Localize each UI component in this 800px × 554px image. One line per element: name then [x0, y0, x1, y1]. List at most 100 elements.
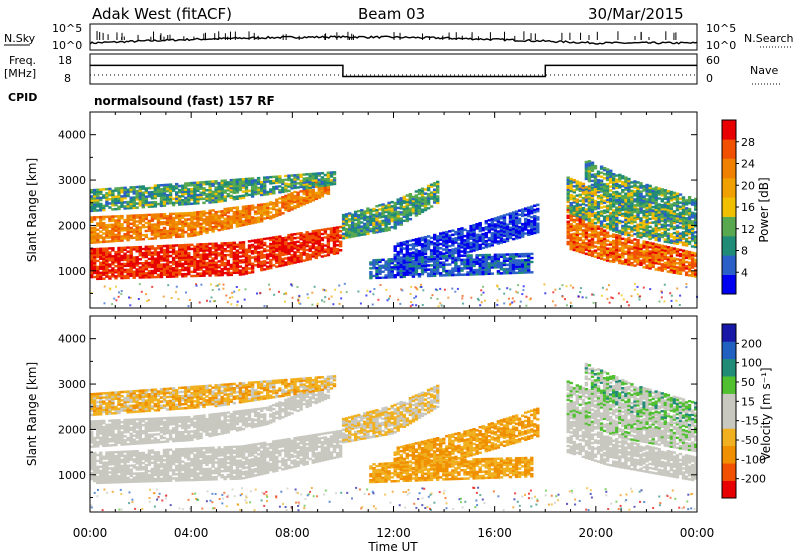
heatmap-cell	[593, 191, 598, 195]
heatmap-cell	[675, 270, 680, 273]
heatmap-cell	[624, 212, 628, 215]
heatmap-cell	[99, 192, 103, 195]
heatmap-cell	[263, 243, 267, 247]
heatmap-cell	[190, 220, 194, 223]
heatmap-cell	[111, 229, 115, 233]
heatmap-cell	[308, 192, 312, 195]
heatmap-cell	[193, 200, 197, 203]
heatmap-cell	[193, 234, 197, 237]
heatmap-cell	[144, 235, 148, 239]
heatmap-cell	[360, 225, 364, 228]
heatmap-cell	[457, 267, 461, 270]
heatmap-cell	[402, 209, 406, 213]
heatmap-cell	[247, 267, 252, 270]
heatmap-cell	[135, 250, 139, 253]
heatmap-cell	[609, 201, 613, 205]
heatmap-cell	[581, 213, 586, 216]
station-title: Adak West (fitACF)	[92, 5, 232, 23]
heatmap-cell	[114, 199, 118, 203]
heatmap-cell	[572, 189, 576, 192]
heatmap-cell	[457, 265, 461, 268]
heatmap-cell	[108, 231, 112, 235]
heatmap-cell	[684, 227, 689, 231]
heatmap-cell	[120, 237, 124, 240]
heatmap-cell	[193, 189, 197, 193]
heatmap-cell	[694, 224, 698, 228]
heatmap-cell	[144, 261, 148, 265]
heatmap-cell	[171, 216, 176, 220]
heatmap-cell	[323, 180, 328, 183]
heatmap-cell	[290, 255, 294, 259]
heatmap-cell	[314, 246, 318, 249]
heatmap-cell	[208, 228, 212, 232]
heatmap-cell	[654, 268, 658, 271]
heatmap-cell	[147, 201, 152, 204]
heatmap-cell	[687, 226, 692, 230]
heatmap-cell	[253, 190, 258, 194]
heatmap-cell	[190, 258, 194, 261]
heatmap-cell	[299, 244, 303, 247]
heatmap-cell	[433, 244, 437, 247]
heatmap-cell	[481, 264, 485, 267]
heatmap-cell	[275, 237, 279, 241]
heatmap-cell	[311, 232, 315, 235]
heatmap-cell	[694, 235, 698, 238]
heatmap-cell	[636, 213, 640, 216]
heatmap-cell	[527, 208, 531, 211]
heatmap-cell	[144, 263, 148, 267]
heatmap-cell	[208, 213, 212, 217]
heatmap-cell	[660, 246, 664, 250]
heatmap-cell	[184, 190, 188, 193]
heatmap-cell	[426, 260, 431, 263]
heatmap-cell	[129, 256, 133, 259]
heatmap-cell	[587, 251, 592, 254]
heatmap-cell	[263, 217, 267, 220]
heatmap-cell	[481, 246, 485, 250]
heatmap-cell	[612, 205, 616, 208]
heatmap-cell	[684, 229, 689, 233]
heatmap-cell	[314, 229, 318, 233]
heatmap-cell	[220, 197, 224, 201]
heatmap-cell	[250, 262, 255, 265]
heatmap-cell	[684, 225, 689, 229]
heatmap-cell	[527, 221, 531, 224]
heatmap-cell	[569, 235, 573, 238]
heatmap-cell	[114, 235, 118, 239]
heatmap-cell	[150, 259, 155, 262]
heatmap-cell	[372, 223, 376, 226]
heatmap-cell	[150, 213, 155, 216]
heatmap-cell	[402, 271, 406, 274]
heatmap-cell	[381, 276, 385, 279]
heatmap-cell	[575, 198, 579, 201]
heatmap-cell	[508, 257, 513, 260]
heatmap-cell	[405, 209, 409, 212]
heatmap-cell	[402, 213, 406, 216]
heatmap-cell	[369, 215, 373, 218]
heatmap-cell	[642, 234, 646, 237]
heatmap-cell	[499, 263, 504, 267]
heatmap-cell	[208, 246, 212, 250]
heatmap-cell	[123, 248, 127, 251]
heatmap-cell	[341, 236, 346, 240]
heatmap-cell	[162, 259, 167, 262]
heatmap-cell	[202, 259, 206, 263]
heatmap-cell	[138, 204, 142, 207]
heatmap-cell	[117, 254, 121, 258]
heatmap-cell	[329, 171, 334, 174]
heatmap-cell	[663, 234, 667, 237]
heatmap-cell	[666, 270, 671, 273]
heatmap-cell	[223, 181, 227, 184]
heatmap-cell	[147, 272, 152, 275]
heatmap-cell	[593, 201, 598, 205]
heatmap-cell	[220, 191, 224, 195]
heatmap-cell	[96, 232, 100, 236]
heatmap-cell	[193, 187, 197, 191]
heatmap-cell	[609, 251, 613, 255]
heatmap-cell	[196, 187, 200, 191]
heatmap-cell	[159, 273, 164, 277]
heatmap-cell	[196, 243, 200, 246]
heatmap-cell	[609, 247, 613, 250]
heatmap-cell	[657, 243, 661, 247]
heatmap-cell	[681, 222, 686, 226]
heatmap-cell	[408, 273, 413, 276]
